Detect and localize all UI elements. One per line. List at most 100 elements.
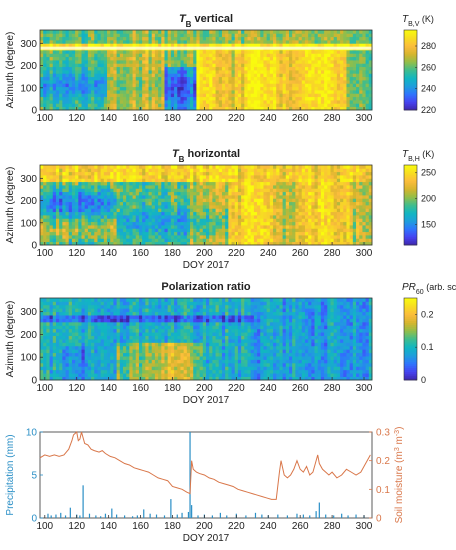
heatmap-cell: [138, 83, 143, 88]
heatmap-cell: [154, 43, 159, 48]
heatmap-cell: [71, 211, 76, 216]
heatmap-cell: [356, 205, 360, 209]
heatmap-cell: [362, 83, 367, 88]
heatmap-cell: [138, 198, 143, 203]
heatmap-cell: [161, 103, 165, 108]
heatmap-cell: [138, 70, 143, 74]
heatmap-cell: [164, 198, 169, 203]
heatmap-cell: [247, 36, 252, 41]
heatmap-cell: [218, 76, 223, 81]
heatmap-cell: [292, 70, 296, 74]
heatmap-cell: [314, 188, 319, 193]
heatmap-cell: [199, 181, 204, 186]
heatmap-cell: [164, 70, 169, 74]
heatmap-cell: [212, 185, 216, 189]
heatmap-cell: [46, 228, 50, 233]
heatmap-cell: [349, 66, 354, 71]
heatmap-cell: [103, 185, 108, 189]
heatmap-cell: [234, 178, 239, 183]
heatmap-cell: [135, 73, 140, 78]
heatmap-cell: [174, 90, 178, 94]
heatmap-cell: [234, 100, 239, 104]
heatmap-cell: [43, 181, 47, 186]
heatmap-cell: [123, 241, 127, 246]
heatmap-cell: [202, 60, 207, 64]
heatmap-cell: [263, 201, 268, 206]
heatmap-cell: [276, 96, 280, 101]
heatmap-cell: [46, 191, 50, 196]
heatmap-cell: [196, 168, 201, 173]
heatmap-cell: [349, 80, 354, 84]
heatmap-cell: [138, 90, 143, 94]
heatmap-cell: [94, 80, 98, 84]
heatmap-cell: [119, 241, 124, 246]
heatmap-cell: [257, 228, 261, 233]
heatmap-cell: [81, 208, 86, 213]
heatmap-cell: [285, 56, 290, 61]
heatmap-cell: [161, 185, 165, 189]
heatmap-cell: [71, 80, 76, 84]
heatmap-cell: [237, 165, 242, 169]
heatmap-cell: [218, 53, 223, 58]
heatmap-cell: [340, 106, 344, 111]
heatmap-cell: [311, 211, 315, 216]
heatmap-cell: [199, 90, 204, 94]
heatmap-cell: [202, 221, 207, 226]
colorbar-tick-label: 220: [421, 105, 436, 115]
heatmap-cell: [135, 178, 140, 183]
heatmap-cell: [94, 56, 98, 61]
heatmap-cell: [193, 96, 197, 101]
heatmap-cell: [52, 208, 57, 213]
heatmap-cell: [304, 60, 309, 64]
heatmap-cell: [78, 198, 82, 203]
heatmap-cell: [289, 181, 293, 186]
heatmap-cell: [170, 165, 175, 169]
heatmap-cell: [317, 86, 322, 91]
heatmap-cell: [123, 36, 127, 41]
heatmap-cell: [349, 103, 354, 108]
heatmap-cell: [177, 63, 181, 68]
heatmap-cell: [263, 228, 268, 233]
heatmap-cell: [304, 188, 309, 193]
heatmap-cell: [145, 238, 149, 243]
heatmap-cell: [78, 238, 82, 243]
heatmap-cell: [308, 238, 312, 243]
heatmap-cell: [62, 66, 66, 71]
heatmap-cell: [49, 185, 54, 189]
heatmap-cell: [228, 211, 232, 216]
heatmap-cell: [43, 73, 47, 78]
heatmap-cell: [263, 90, 268, 94]
heatmap-cell: [71, 208, 76, 213]
heatmap-cell: [269, 168, 274, 173]
heatmap-cell: [359, 238, 363, 243]
heatmap-cell: [292, 83, 296, 88]
heatmap-cell: [343, 241, 347, 246]
heatmap-cell: [135, 33, 140, 38]
heatmap-cell: [304, 201, 309, 206]
heatmap-cell: [78, 225, 82, 229]
heatmap-cell: [349, 215, 354, 219]
heatmap-cell: [148, 191, 153, 196]
heatmap-cell: [55, 100, 60, 104]
heatmap-cell: [228, 73, 232, 78]
heatmap-cell: [317, 56, 322, 61]
heatmap-cell: [100, 191, 105, 196]
heatmap-cell: [71, 50, 76, 54]
heatmap-cell: [196, 80, 201, 84]
heatmap-cell: [126, 56, 130, 61]
heatmap-cell: [330, 198, 335, 203]
heatmap-cell: [71, 36, 76, 41]
heatmap-cell: [183, 66, 188, 71]
heatmap-cell: [244, 188, 248, 193]
heatmap-cell: [314, 70, 319, 74]
heatmap-cell: [170, 225, 175, 229]
heatmap-cell: [65, 80, 70, 84]
heatmap-cell: [148, 225, 153, 229]
heatmap-cell: [129, 103, 133, 108]
heatmap-cell: [320, 238, 325, 243]
heatmap-cell: [113, 231, 118, 236]
heatmap-cell: [135, 165, 140, 169]
heatmap-cell: [333, 178, 338, 183]
heatmap-cell: [151, 106, 156, 111]
heatmap-cell: [151, 53, 156, 58]
